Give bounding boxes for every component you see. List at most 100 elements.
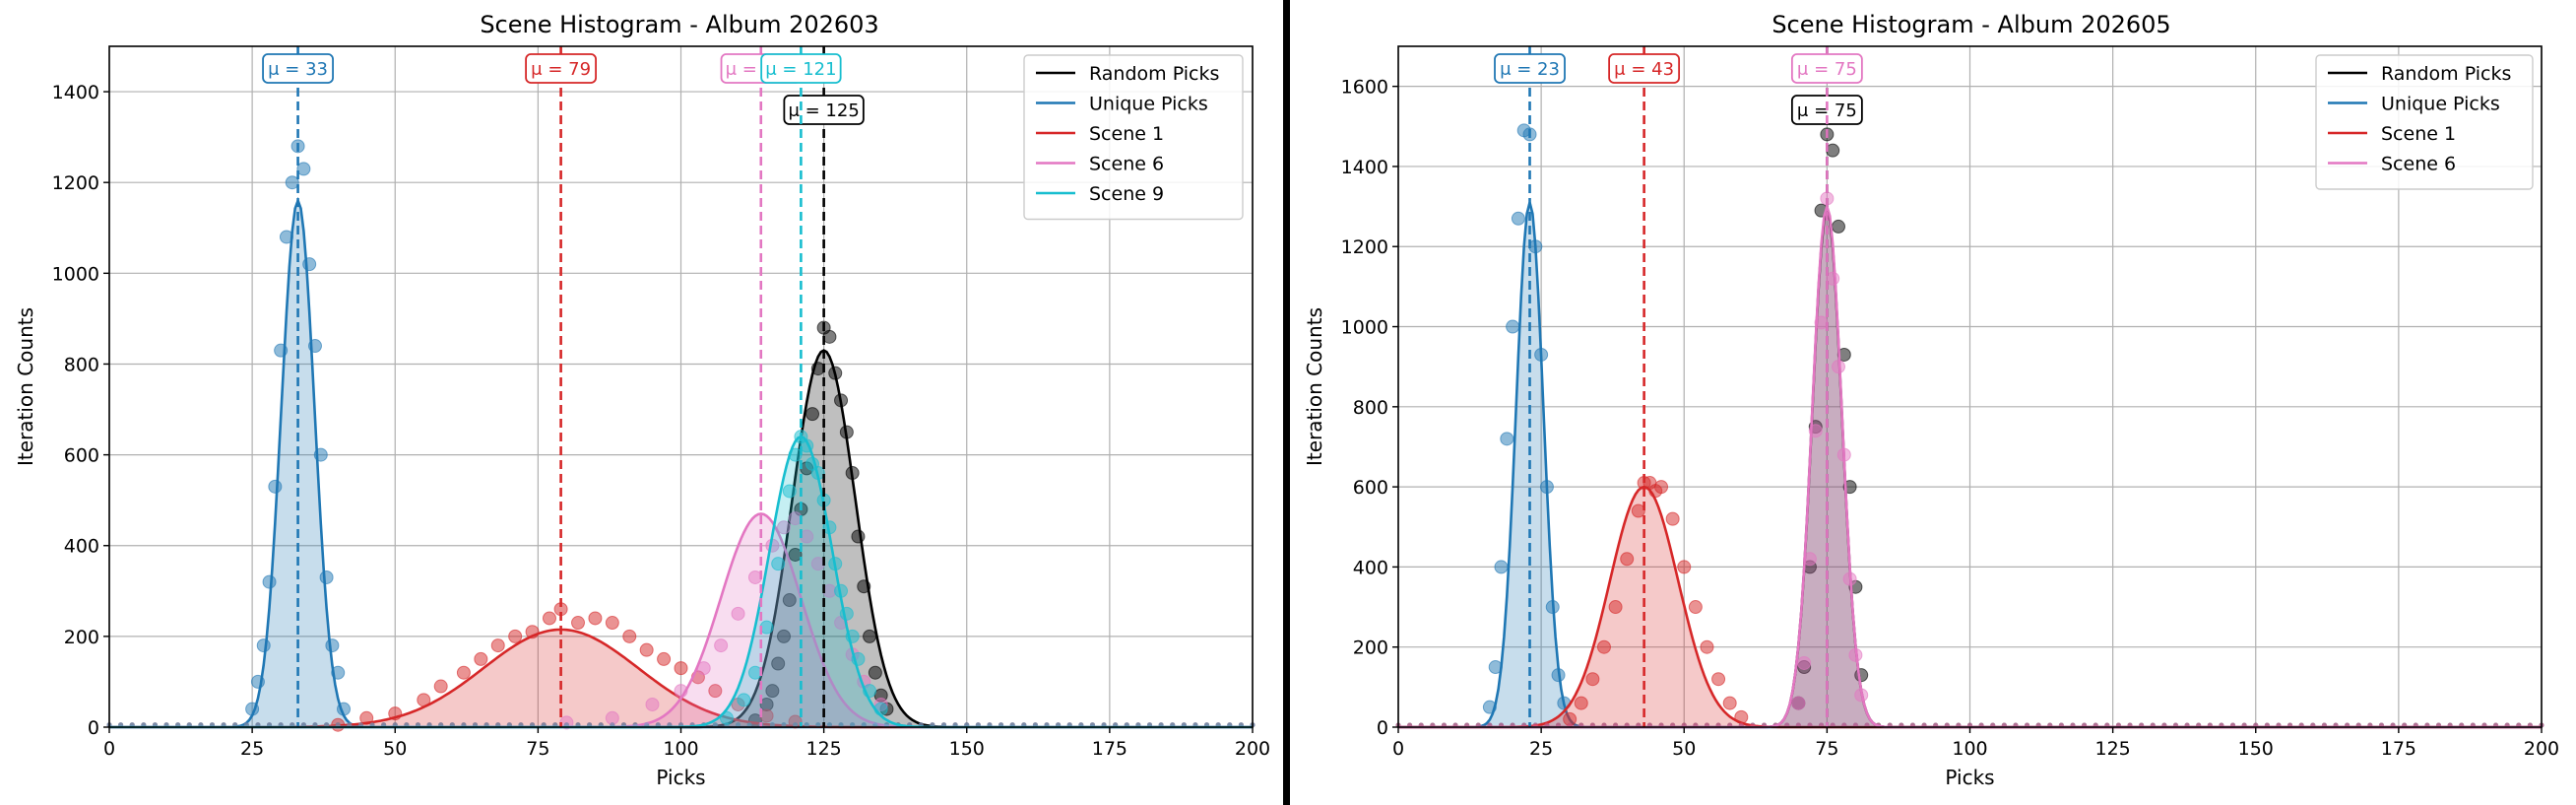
x-tick-label: 175 bbox=[2381, 738, 2416, 760]
baseline-point bbox=[838, 722, 844, 728]
data-point bbox=[1791, 696, 1806, 710]
baseline-point bbox=[769, 722, 775, 728]
chart-title: Scene Histogram - Album 202603 bbox=[480, 11, 878, 38]
mean-label-box bbox=[1608, 53, 1681, 84]
data-point bbox=[645, 697, 660, 711]
y-tick-label: 400 bbox=[1353, 557, 1388, 578]
baseline-point bbox=[815, 722, 821, 728]
x-tick-label: 200 bbox=[2524, 738, 2559, 760]
legend-entry: Scene 9 bbox=[1089, 183, 1164, 205]
baseline-point bbox=[883, 722, 889, 728]
data-point bbox=[851, 529, 866, 544]
data-point bbox=[776, 629, 791, 643]
baseline-point bbox=[793, 722, 799, 728]
x-tick-label: 100 bbox=[1952, 738, 1987, 760]
x-tick-label: 25 bbox=[1529, 738, 1553, 760]
x-tick-label: 50 bbox=[383, 738, 407, 760]
data-point bbox=[268, 479, 283, 494]
data-point bbox=[737, 693, 751, 707]
x-axis-label: Picks bbox=[1945, 766, 1994, 789]
mean-label: μ = 79 bbox=[531, 59, 591, 80]
data-point bbox=[1711, 672, 1726, 687]
chart-title: Scene Histogram - Album 202605 bbox=[1771, 11, 2170, 38]
x-tick-label: 75 bbox=[526, 738, 549, 760]
x-tick-label: 0 bbox=[103, 738, 115, 760]
panel-separator bbox=[1283, 0, 1290, 805]
baseline-point bbox=[861, 722, 867, 728]
legend-entry: Scene 1 bbox=[2381, 123, 2456, 145]
legend-entry: Unique Picks bbox=[1089, 94, 1208, 115]
data-point bbox=[325, 638, 340, 653]
y-tick-label: 1600 bbox=[1341, 77, 1388, 99]
baseline-point bbox=[872, 722, 878, 728]
y-tick-label: 1000 bbox=[52, 263, 99, 285]
baseline-point bbox=[746, 722, 752, 728]
baseline-point bbox=[736, 722, 741, 728]
y-tick-label: 1200 bbox=[1341, 236, 1388, 258]
data-point bbox=[456, 665, 471, 680]
data-point bbox=[1506, 319, 1520, 334]
baseline-point bbox=[781, 722, 787, 728]
x-tick-label: 150 bbox=[2238, 738, 2274, 760]
mean-label: μ = 75 bbox=[1797, 101, 1857, 121]
y-axis-label: Iteration Counts bbox=[1303, 307, 1326, 466]
data-point bbox=[622, 629, 637, 643]
data-point bbox=[782, 593, 797, 608]
x-tick-label: 25 bbox=[240, 738, 264, 760]
y-tick-label: 1200 bbox=[52, 172, 99, 194]
baseline-point bbox=[826, 722, 832, 728]
mean-label-box bbox=[1494, 53, 1566, 84]
legend-entry: Scene 6 bbox=[2381, 154, 2456, 175]
series-fill bbox=[109, 630, 1253, 727]
y-tick-label: 800 bbox=[1353, 397, 1388, 419]
chart-panel-left: Scene Histogram - Album 202603 μ = 125 μ … bbox=[14, 11, 1270, 789]
mean-label: μ = 23 bbox=[1500, 59, 1560, 80]
data-point bbox=[771, 656, 786, 671]
mean-label-box bbox=[1790, 53, 1863, 84]
y-tick-label: 1400 bbox=[1341, 157, 1388, 178]
y-axis-label: Iteration Counts bbox=[14, 307, 37, 466]
data-point bbox=[1620, 552, 1635, 567]
mean-label: μ = 75 bbox=[1797, 59, 1857, 80]
data-point bbox=[1654, 480, 1669, 495]
data-point bbox=[674, 661, 688, 676]
x-tick-label: 150 bbox=[949, 738, 985, 760]
data-point bbox=[765, 684, 780, 699]
baseline-point bbox=[712, 722, 718, 728]
mean-label: μ = 125 bbox=[788, 101, 859, 121]
data-point bbox=[1677, 560, 1692, 574]
data-point bbox=[863, 629, 877, 643]
data-point bbox=[1511, 211, 1525, 226]
baseline-point bbox=[769, 722, 775, 728]
x-tick-label: 75 bbox=[1815, 738, 1838, 760]
y-tick-label: 1400 bbox=[52, 82, 99, 103]
data-point bbox=[588, 611, 603, 626]
data-point bbox=[1631, 503, 1645, 518]
x-tick-label: 125 bbox=[805, 738, 841, 760]
series-fill bbox=[1398, 487, 2542, 727]
series-points bbox=[106, 602, 1256, 732]
data-point bbox=[1596, 639, 1611, 654]
data-point bbox=[285, 175, 299, 190]
mean-label-box bbox=[760, 53, 842, 84]
baseline-point bbox=[736, 722, 741, 728]
data-point bbox=[1585, 672, 1600, 687]
data-point bbox=[1563, 711, 1578, 726]
data-point bbox=[1722, 696, 1737, 710]
data-point bbox=[605, 710, 619, 725]
data-point bbox=[639, 642, 654, 657]
baseline-point bbox=[850, 722, 856, 728]
baseline-point bbox=[724, 722, 730, 728]
data-point bbox=[1797, 655, 1812, 670]
baseline-point bbox=[850, 722, 856, 728]
legend-entry: Scene 6 bbox=[1089, 154, 1164, 175]
baseline-point bbox=[815, 722, 821, 728]
legend-entry: Unique Picks bbox=[2381, 94, 2500, 115]
y-tick-label: 1000 bbox=[1341, 317, 1388, 339]
y-tick-label: 200 bbox=[64, 627, 99, 648]
baseline-point bbox=[804, 722, 809, 728]
mean-label: μ = 121 bbox=[765, 59, 836, 80]
baseline-point bbox=[746, 722, 752, 728]
legend-entry: Scene 1 bbox=[1089, 123, 1164, 145]
data-point bbox=[1700, 639, 1714, 654]
